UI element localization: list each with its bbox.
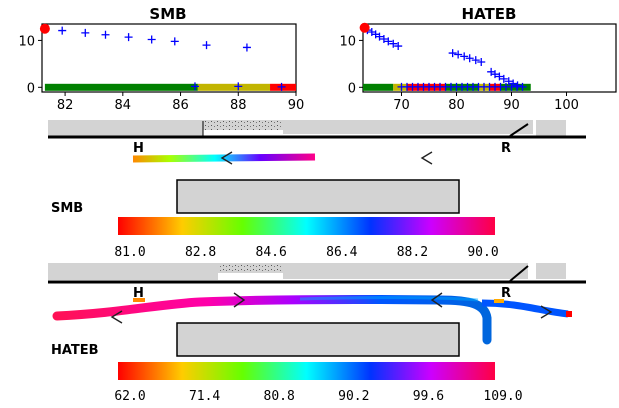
smb-track-map: H R SMB 81.0 82.8 84.6 86.4 88.2 90.0 xyxy=(48,120,586,260)
smb-point-0 xyxy=(58,26,67,35)
hateb-point-5 xyxy=(384,37,393,46)
smb-point-2 xyxy=(101,30,110,39)
colorbar-tick-label: 88.2 xyxy=(397,245,428,260)
smb-chart-title: SMB xyxy=(149,5,186,23)
hateb-panel-label: HATEB xyxy=(51,343,99,358)
smb-xtick-label: 86 xyxy=(172,98,189,113)
smb-band-0 xyxy=(44,83,198,91)
hateb-chart-title: HATEB xyxy=(462,5,517,23)
smb-ytick-label: 0 xyxy=(27,81,35,96)
colorbar-tick-label: 99.6 xyxy=(413,389,444,404)
hateb-start-orange-patch xyxy=(133,298,145,302)
hateb-xtick-label: 80 xyxy=(448,98,465,113)
hateb-track-map: H R HATEB 62.0 71.4 80.8 90.2 99.6 109.0 xyxy=(48,263,586,404)
hateb-direction-arrow-2 xyxy=(233,292,246,308)
hateb-point-13 xyxy=(477,57,486,66)
smb-start-marker-label: H xyxy=(133,141,144,156)
hateb-point-10 xyxy=(460,52,469,61)
hateb-ytick-label: 0 xyxy=(348,81,356,96)
smb-colorbar xyxy=(118,217,495,235)
map2-strip-mid xyxy=(218,263,283,273)
smb-plot-frame xyxy=(41,23,297,93)
colorbar-tick-label: 90.0 xyxy=(467,245,498,260)
hateb-xtick-label: 100 xyxy=(554,98,579,113)
hateb-direction-arrow-4 xyxy=(540,305,553,319)
smb-xtick-label: 88 xyxy=(230,98,247,113)
hateb-point-8 xyxy=(448,49,457,58)
hateb-point-16 xyxy=(495,72,504,81)
hateb-plot-frame xyxy=(362,23,617,93)
hateb-point-18 xyxy=(504,77,513,86)
hateb-xtick-label: 70 xyxy=(393,98,410,113)
map2-diagonal-mark xyxy=(509,265,529,282)
hateb-direction-arrow-1 xyxy=(110,310,123,324)
smb-xtick-label: 82 xyxy=(57,98,74,113)
smb-point-3 xyxy=(124,33,133,42)
hateb-track-branch xyxy=(481,299,569,318)
hateb-end-square xyxy=(566,311,572,317)
hateb-point-4 xyxy=(379,35,388,44)
smb-point-5 xyxy=(170,37,179,46)
smb-point-9 xyxy=(234,82,243,91)
smb-scatter-chart: SMB 82 84 86 88 90 0 10 xyxy=(18,5,304,113)
colorbar-tick-label: 90.2 xyxy=(338,389,369,404)
smb-start-marker xyxy=(39,23,50,34)
hateb-scatter-chart: HATEB 70 80 90 100 0 10 xyxy=(339,5,617,113)
hateb-start-marker xyxy=(359,22,370,33)
smb-end-marker-label: R xyxy=(501,141,511,156)
map2-strip-right xyxy=(283,263,528,279)
smb-band-1 xyxy=(197,83,271,91)
hateb-point-17 xyxy=(499,74,508,83)
smb-xtick-label: 84 xyxy=(115,98,132,113)
smb-point-10 xyxy=(277,82,286,91)
hateb-xtick-label: 90 xyxy=(503,98,520,113)
map-strip-left xyxy=(48,120,203,137)
hateb-ytick-label: 10 xyxy=(339,34,356,49)
map-diagonal-mark xyxy=(509,123,529,137)
smb-point-7 xyxy=(242,43,251,52)
smb-panel-label: SMB xyxy=(51,201,83,216)
hateb-colorbar xyxy=(118,362,495,380)
smb-point-8 xyxy=(190,82,199,91)
hateb-point-15 xyxy=(491,70,499,79)
colorbar-tick-label: 84.6 xyxy=(256,245,287,260)
smb-range-box xyxy=(176,179,460,214)
hateb-start-marker-label: H xyxy=(133,286,144,301)
hateb-point-11 xyxy=(465,54,474,63)
hateb-point-7 xyxy=(394,42,403,51)
hateb-range-box xyxy=(176,322,460,357)
hateb-band-0 xyxy=(363,83,394,91)
hateb-direction-arrow-3 xyxy=(430,292,443,308)
colorbar-tick-label: 86.4 xyxy=(326,245,357,260)
hateb-end-orange-patch xyxy=(494,299,504,303)
hateb-end-marker-label: R xyxy=(501,286,511,301)
smb-direction-arrow-1 xyxy=(220,151,233,165)
colorbar-tick-label: 82.8 xyxy=(185,245,216,260)
map2-strip-left xyxy=(48,263,218,280)
smb-direction-arrow-2 xyxy=(420,151,433,165)
map-strip-far-right xyxy=(536,120,566,136)
colorbar-tick-label: 62.0 xyxy=(114,389,145,404)
smb-xtick-label: 90 xyxy=(288,98,305,113)
colorbar-tick-label: 81.0 xyxy=(114,245,145,260)
colorbar-tick-label: 109.0 xyxy=(483,389,522,404)
smb-track-segment-1 xyxy=(132,153,316,163)
colorbar-tick-label: 71.4 xyxy=(189,389,220,404)
hateb-track-overlay xyxy=(299,296,479,302)
map-strip-mid xyxy=(203,120,283,130)
hateb-point-9 xyxy=(454,50,463,59)
hateb-point-3 xyxy=(375,32,384,41)
smb-ytick-label: 10 xyxy=(18,34,35,49)
hateb-track-main xyxy=(52,294,492,345)
map2-strip-far-right xyxy=(536,263,566,279)
hateb-point-6 xyxy=(389,39,398,48)
smb-point-6 xyxy=(202,41,211,50)
map-strip-right xyxy=(283,120,533,134)
smb-point-4 xyxy=(147,35,156,44)
hateb-point-43 xyxy=(518,82,527,91)
smb-point-1 xyxy=(81,28,90,37)
hateb-point-12 xyxy=(471,56,480,65)
colorbar-tick-label: 80.8 xyxy=(264,389,295,404)
